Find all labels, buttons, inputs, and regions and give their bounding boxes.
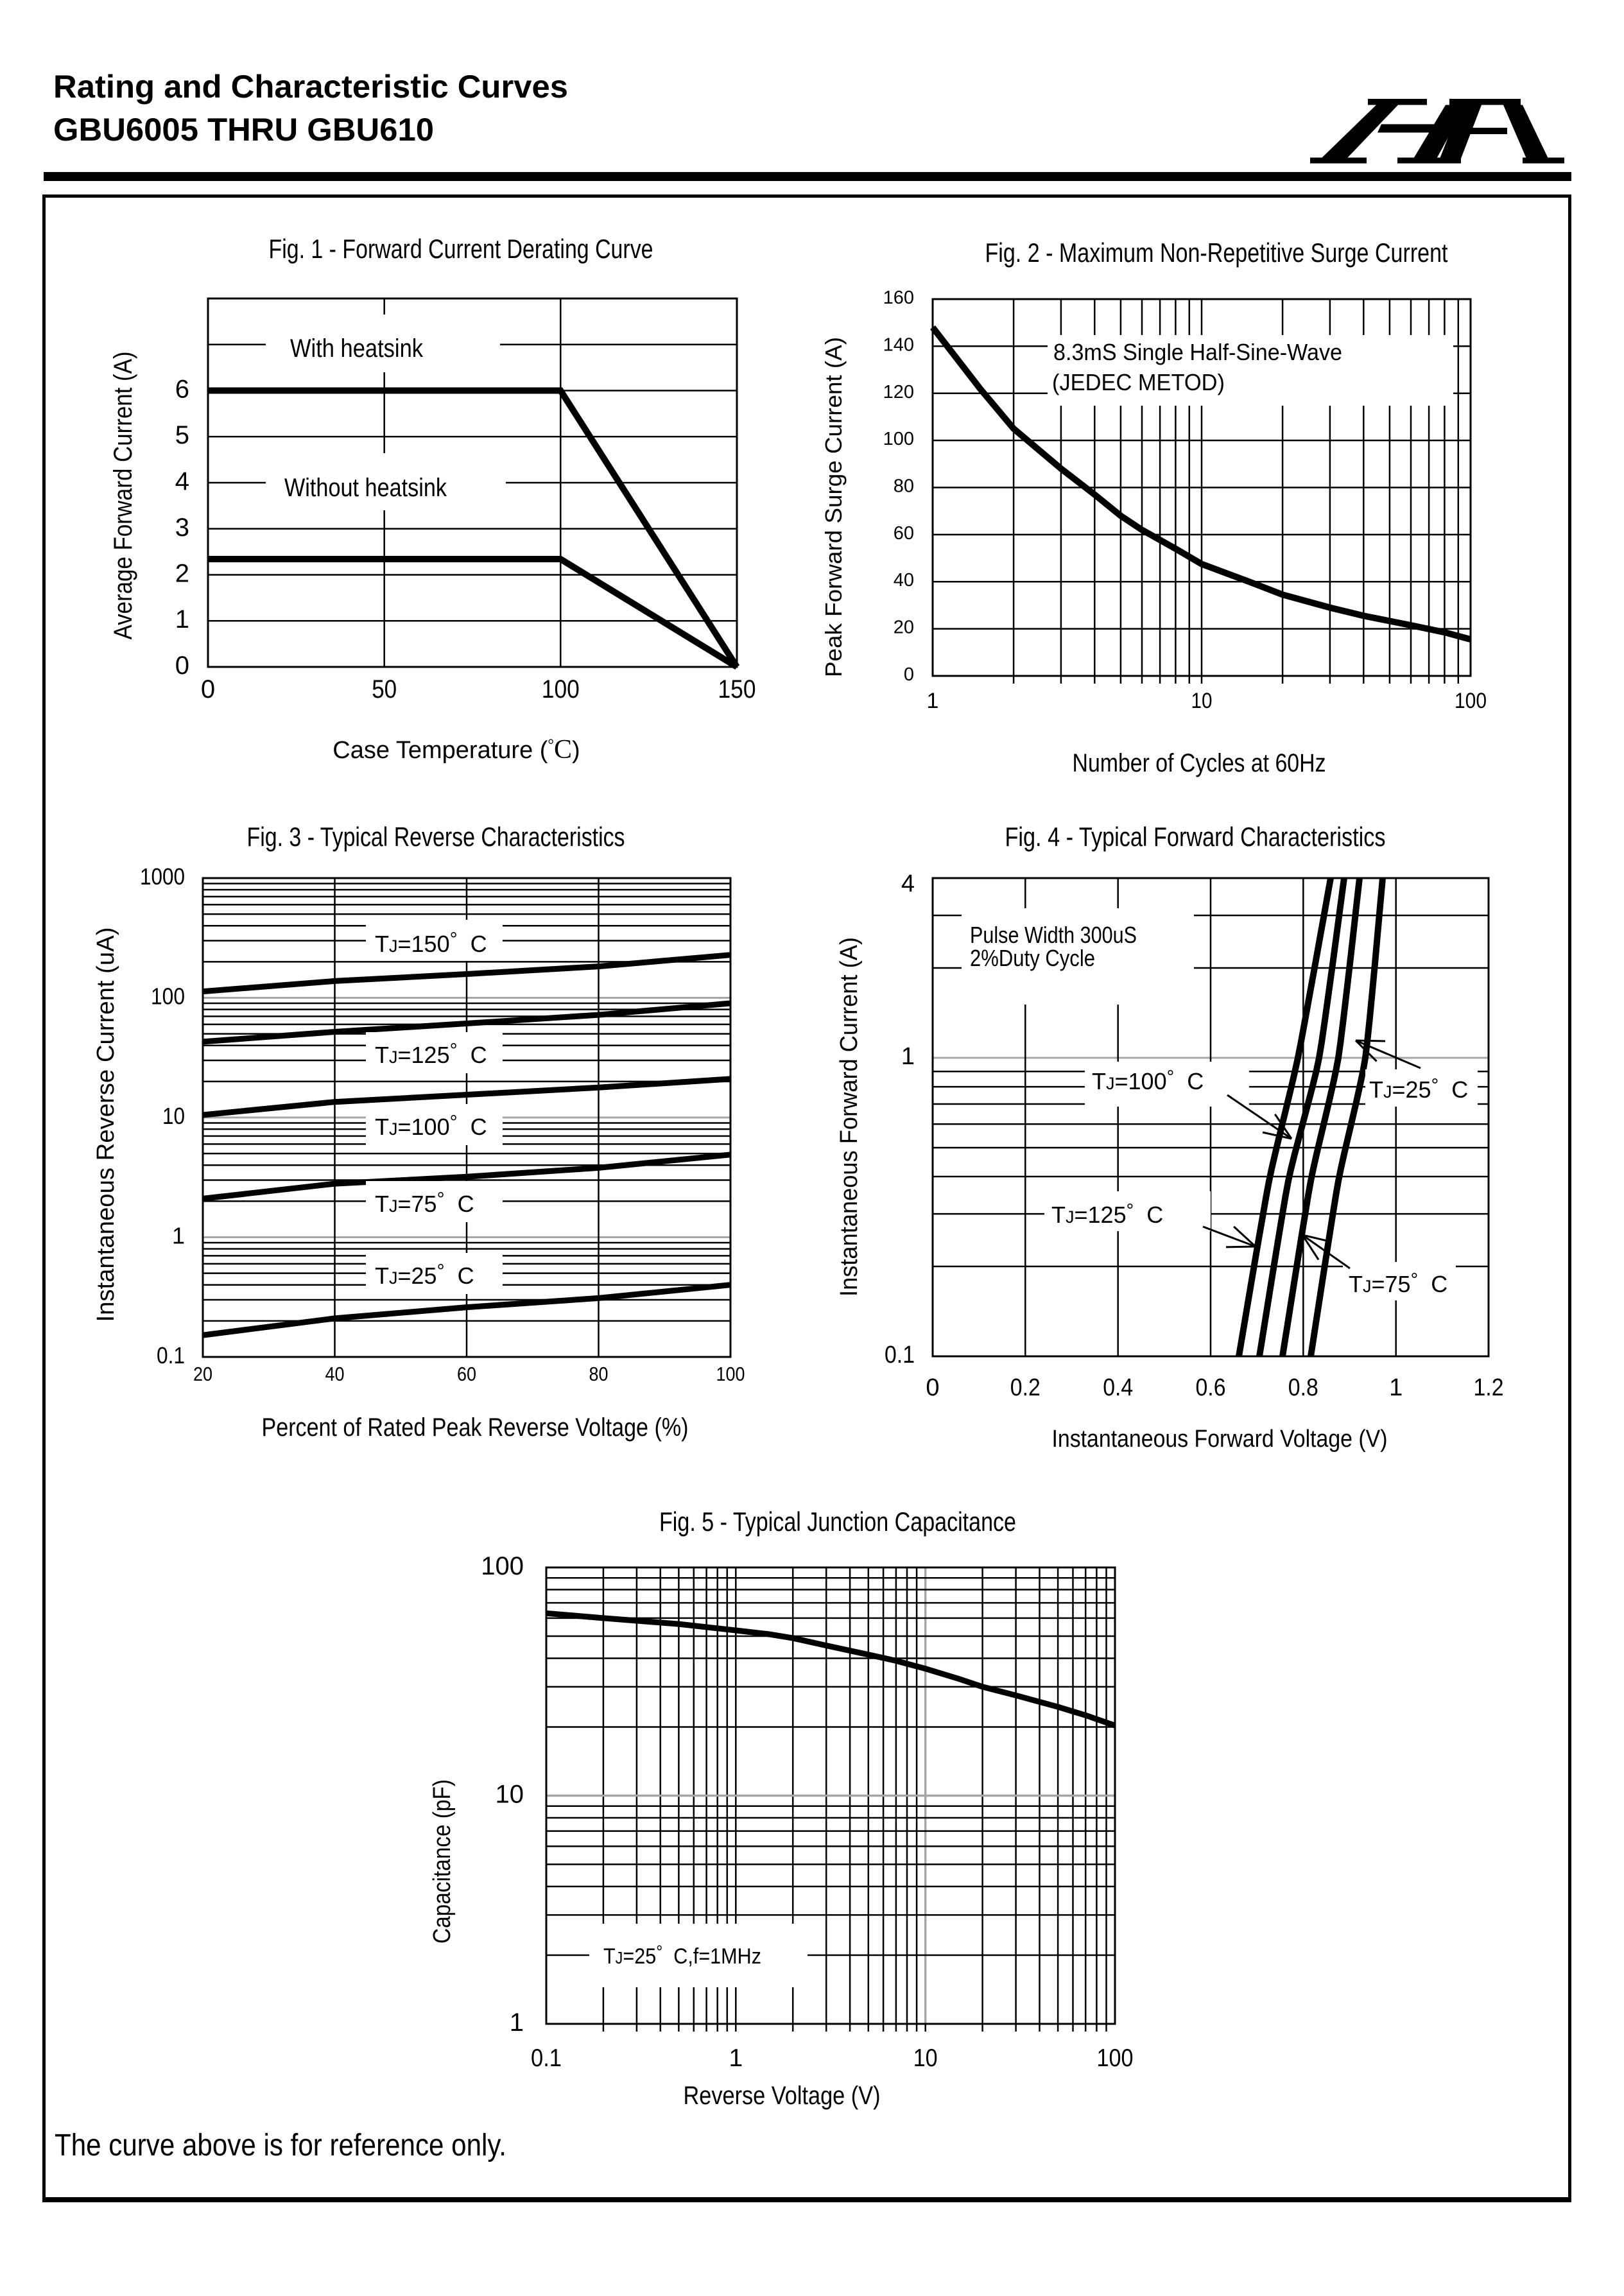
- svg-text:1: 1: [1389, 1374, 1403, 1401]
- svg-text:100: 100: [481, 1552, 524, 1580]
- svg-text:60: 60: [894, 523, 914, 544]
- svg-text:1: 1: [729, 2044, 743, 2072]
- svg-text:Number of Cycles at 60Hz: Number of Cycles at 60Hz: [1073, 749, 1326, 777]
- svg-text:Without heatsink: Without heatsink: [284, 474, 447, 502]
- svg-text:(JEDEC METOD): (JEDEC METOD): [1052, 369, 1225, 395]
- svg-text:100: 100: [1097, 2044, 1134, 2072]
- svg-text:TJ=75° C: TJ=75° C: [375, 1189, 474, 1217]
- svg-text:Fig. 2 - Maximum Non-Repetitiv: Fig. 2 - Maximum Non-Repetitive Surge Cu…: [985, 237, 1448, 268]
- svg-text:Instantaneous Reverse Current: Instantaneous Reverse Current (uA): [92, 928, 119, 1322]
- svg-text:0.4: 0.4: [1103, 1374, 1133, 1401]
- svg-text:Peak Forward Surge Current (A): Peak Forward Surge Current (A): [820, 337, 847, 677]
- svg-text:120: 120: [883, 382, 914, 402]
- svg-text:140: 140: [883, 334, 914, 355]
- svg-text:Instantaneous Forward Voltage: Instantaneous Forward Voltage (V): [1052, 1426, 1388, 1453]
- svg-text:80: 80: [589, 1363, 609, 1385]
- svg-text:1: 1: [901, 1043, 915, 1070]
- svg-text:Case Temperature (°C): Case Temperature (°C): [333, 735, 580, 764]
- svg-text:100: 100: [542, 675, 580, 703]
- svg-text:160: 160: [883, 288, 914, 308]
- svg-text:0: 0: [904, 664, 914, 685]
- svg-text:3: 3: [175, 514, 189, 542]
- svg-text:10: 10: [1191, 689, 1213, 713]
- svg-text:20: 20: [894, 617, 914, 638]
- svg-text:0: 0: [201, 675, 215, 703]
- svg-text:10: 10: [913, 2044, 938, 2072]
- svg-text:0.1: 0.1: [885, 1342, 915, 1368]
- svg-text:1: 1: [927, 689, 939, 713]
- svg-text:2: 2: [175, 560, 189, 588]
- svg-text:Reverse Voltage (V): Reverse Voltage (V): [684, 2082, 881, 2110]
- svg-text:1: 1: [510, 2008, 524, 2037]
- svg-text:50: 50: [372, 675, 397, 703]
- svg-text:GBU6005 THRU GBU610: GBU6005 THRU GBU610: [53, 112, 434, 148]
- svg-text:1: 1: [175, 605, 189, 634]
- svg-text:80: 80: [894, 476, 914, 497]
- svg-text:150: 150: [718, 675, 756, 703]
- svg-text:0.8: 0.8: [1288, 1374, 1318, 1401]
- svg-text:Rating and Characteristic Curv: Rating and Characteristic Curves: [53, 69, 568, 105]
- svg-text:The curve above is for referen: The curve above is for reference only.: [55, 2128, 506, 2162]
- svg-text:100: 100: [151, 983, 185, 1010]
- svg-text:Fig. 5 - Typical Junction Capa: Fig. 5 - Typical Junction Capacitance: [659, 1506, 1016, 1537]
- svg-text:10: 10: [162, 1103, 185, 1129]
- svg-text:With heatsink: With heatsink: [290, 334, 424, 363]
- svg-text:4: 4: [901, 870, 915, 897]
- svg-text:10: 10: [496, 1781, 524, 1809]
- svg-text:TJ=125° C: TJ=125° C: [375, 1040, 487, 1068]
- svg-text:Capacitance (pF): Capacitance (pF): [429, 1779, 456, 1944]
- svg-text:Fig. 3 - Typical Reverse Chara: Fig. 3 - Typical Reverse Characteristics: [247, 822, 625, 852]
- svg-text:100: 100: [1455, 689, 1487, 713]
- svg-text:Average Forward Current (A): Average Forward Current (A): [109, 352, 137, 640]
- svg-text:0: 0: [926, 1374, 939, 1401]
- svg-text:8.3mS Single Half-Sine-Wave: 8.3mS Single Half-Sine-Wave: [1053, 339, 1342, 365]
- svg-text:Fig. 1 - Forward Current Derat: Fig. 1 - Forward Current Derating Curve: [269, 234, 653, 264]
- svg-text:1: 1: [172, 1223, 185, 1249]
- svg-text:40: 40: [894, 570, 914, 591]
- svg-text:0.1: 0.1: [531, 2044, 562, 2072]
- svg-text:Instantaneous Forward Current: Instantaneous Forward Current (A): [836, 937, 863, 1297]
- svg-text:40: 40: [325, 1363, 345, 1385]
- svg-text:Fig. 4 - Typical Forward Chara: Fig. 4 - Typical Forward Characteristics: [1005, 822, 1386, 852]
- svg-text:0.1: 0.1: [157, 1342, 185, 1368]
- svg-text:Pulse Width 300uS: Pulse Width 300uS: [970, 922, 1137, 948]
- svg-text:0: 0: [175, 652, 189, 680]
- svg-text:4: 4: [175, 467, 189, 496]
- svg-text:2%Duty Cycle: 2%Duty Cycle: [970, 945, 1095, 971]
- svg-text:60: 60: [457, 1363, 476, 1385]
- svg-text:TJ=25° C,f=1MHz: TJ=25° C,f=1MHz: [603, 1942, 761, 1969]
- svg-text:0.6: 0.6: [1196, 1374, 1226, 1401]
- svg-text:100: 100: [716, 1363, 745, 1385]
- svg-text:1000: 1000: [140, 863, 185, 890]
- svg-text:Percent of Rated Peak Reverse: Percent of Rated Peak Reverse Voltage (%…: [262, 1413, 689, 1442]
- svg-text:1.2: 1.2: [1474, 1374, 1504, 1401]
- svg-text:6: 6: [175, 375, 189, 404]
- svg-text:20: 20: [193, 1363, 212, 1385]
- svg-text:5: 5: [175, 421, 189, 449]
- svg-text:0.2: 0.2: [1010, 1374, 1041, 1401]
- svg-text:100: 100: [883, 429, 914, 449]
